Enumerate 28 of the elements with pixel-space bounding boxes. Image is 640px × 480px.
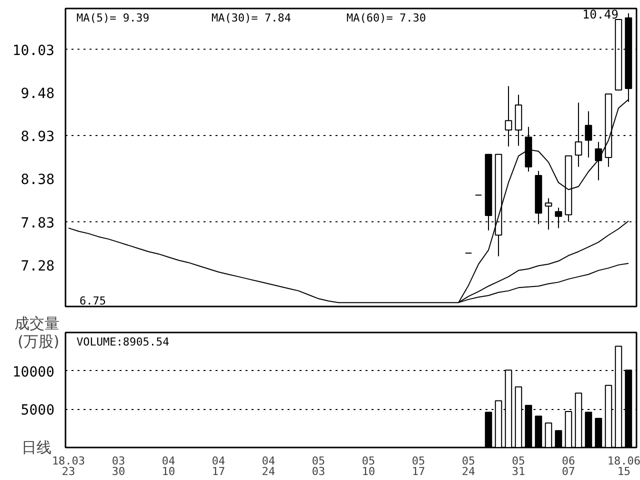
x-tick-label: 03 30 [112,454,126,478]
x-axis-title: 日线 [22,438,52,456]
y-tick-label: 5000 [20,402,55,419]
annotation: MA(60)= 7.30 [346,12,426,24]
y-tick-label: 7.28 [20,258,55,274]
y-tick-label: 8.93 [20,129,55,146]
x-tick-label: 05 31 [512,454,526,478]
x-tick-label: 05 24 [462,454,476,478]
annotation: VOLUME:8905.54 [76,336,170,348]
x-tick-label: 05 10 [362,454,376,478]
x-tick-label: 18.03 23 [52,454,86,478]
y-tick-label: 10000 [12,364,55,380]
y-tick-label: 9.48 [20,86,55,102]
annotation: MA(30)= 7.84 [212,12,292,24]
x-tick-label: 05 17 [412,454,426,478]
x-tick-label: 06 07 [562,454,576,478]
x-tick-label: 04 10 [162,454,176,478]
annotation: 6.75 [80,294,106,308]
annotation: MA(5)= 9.39 [76,12,150,24]
y-axis-title: 成交量 (万股) [14,314,60,350]
y-tick-label: 7.83 [20,215,55,232]
x-tick-label: 18.06 15 [607,454,640,478]
annotation: 10.49 [582,8,618,22]
y-tick-label: 10.03 [12,42,55,59]
x-tick-label: 04 24 [262,454,276,478]
y-tick-label: 8.38 [20,172,55,188]
x-tick-label: 05 03 [312,454,326,478]
x-tick-label: 04 17 [212,454,226,478]
